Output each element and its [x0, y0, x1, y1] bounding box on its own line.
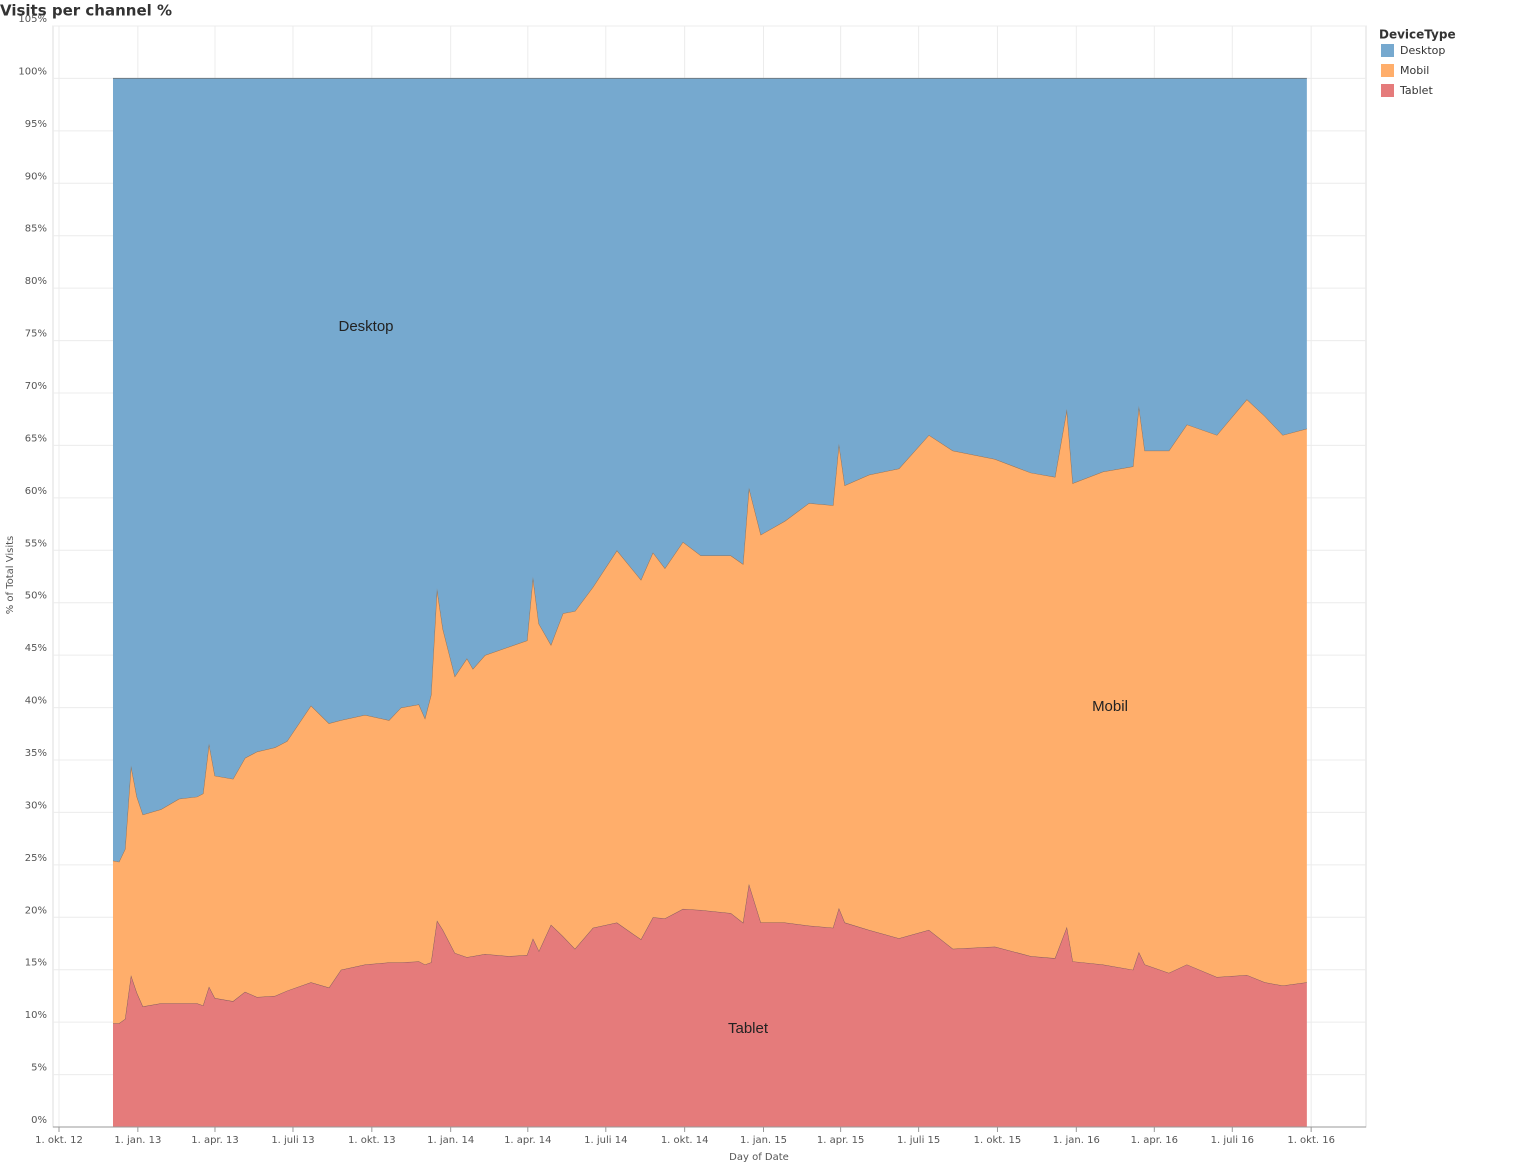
y-tick-label: 60% [25, 486, 47, 497]
area-label: Mobil [1092, 698, 1128, 715]
area [112, 78, 1307, 862]
area [112, 399, 1307, 1024]
x-tick-label: 1. okt. 13 [348, 1135, 396, 1146]
x-tick-label: 1. apr. 16 [1131, 1135, 1178, 1146]
legend-swatch [1381, 64, 1394, 77]
legend-label: Mobil [1400, 64, 1429, 77]
legend-label: Desktop [1400, 44, 1445, 57]
area-label: Tablet [728, 1020, 769, 1037]
legend-label: Tablet [1399, 84, 1433, 97]
y-tick-label: 45% [25, 643, 47, 654]
y-tick-label: 50% [25, 591, 47, 602]
y-tick-label: 90% [25, 171, 47, 182]
x-tick-label: 1. juli 13 [271, 1135, 314, 1146]
legend-swatch [1381, 84, 1394, 97]
y-tick-label: 65% [25, 433, 47, 444]
y-tick-label: 55% [25, 538, 47, 549]
y-tick-label: 15% [25, 958, 47, 969]
x-tick-label: 1. juli 14 [584, 1135, 627, 1146]
x-tick-label: 1. okt. 15 [974, 1135, 1022, 1146]
y-tick-label: 25% [25, 853, 47, 864]
y-tick-label: 80% [25, 276, 47, 287]
x-tick-label: 1. apr. 15 [817, 1135, 864, 1146]
y-tick-label: 100% [18, 66, 47, 77]
x-tick-label: 1. apr. 14 [504, 1135, 551, 1146]
x-tick-label: 1. apr. 13 [191, 1135, 238, 1146]
x-tick-label: 1. jan. 14 [427, 1135, 474, 1146]
x-tick-label: 1. juli 16 [1211, 1135, 1254, 1146]
x-tick-label: 1. jan. 13 [114, 1135, 161, 1146]
y-axis-title: % of Total Visits [5, 536, 16, 615]
y-tick-label: 95% [25, 119, 47, 130]
x-tick-label: 1. juli 15 [897, 1135, 940, 1146]
y-tick-label: 35% [25, 748, 47, 759]
x-tick-label: 1. okt. 12 [35, 1135, 83, 1146]
x-tick-label: 1. jan. 16 [1053, 1135, 1100, 1146]
y-tick-label: 40% [25, 696, 47, 707]
y-tick-label: 20% [25, 905, 47, 916]
x-tick-label: 1. okt. 16 [1287, 1135, 1335, 1146]
y-tick-label: 0% [31, 1115, 47, 1126]
axes: 0% 5% 10% 15% 20% 25% 30% 35% 40% 45% 50% 55% 60% 65%… [18, 14, 1366, 1146]
y-tick-label: 10% [25, 1010, 47, 1021]
legend-title: DeviceType [1379, 28, 1456, 42]
y-tick-label: 85% [25, 224, 47, 235]
area-label: Desktop [338, 318, 393, 335]
chart-title: Visits per channel % [0, 2, 172, 20]
y-tick-label: 70% [25, 381, 47, 392]
y-tick-label: 5% [31, 1063, 47, 1074]
area [112, 883, 1307, 1127]
y-tick-label: 75% [25, 329, 47, 340]
areas: Desktop Mobil Tablet [112, 77, 1307, 1127]
x-tick-label: 1. jan. 15 [740, 1135, 787, 1146]
y-tick-label: 105% [18, 14, 47, 25]
x-axis-title: Day of Date [729, 1152, 789, 1163]
legend-swatch [1381, 44, 1394, 57]
x-tick-label: 1. okt. 14 [661, 1135, 709, 1146]
y-tick-label: 30% [25, 800, 47, 811]
